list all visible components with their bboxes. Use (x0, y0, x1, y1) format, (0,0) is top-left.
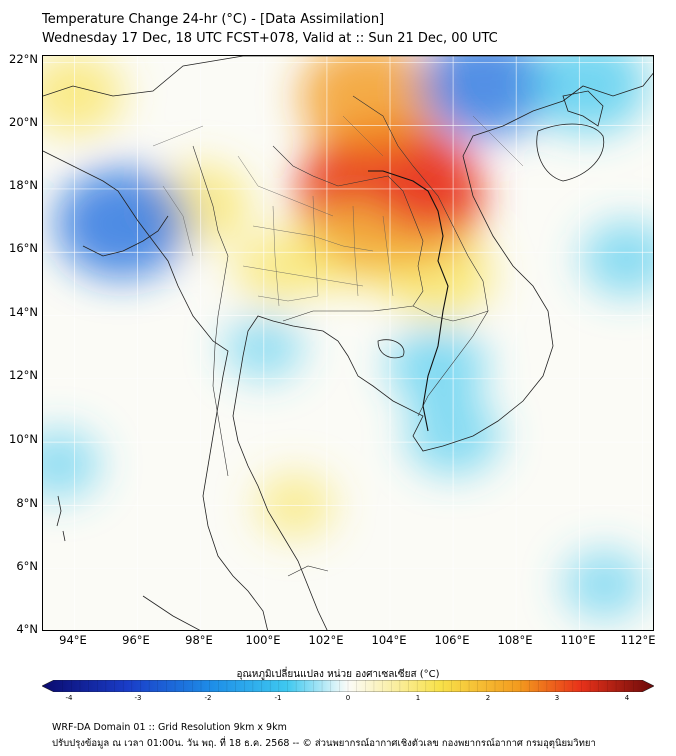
temperature-map (42, 55, 654, 631)
warm-anomaly (43, 56, 124, 135)
cold-anomaly (581, 220, 653, 297)
andaman-islands (56, 495, 66, 542)
lat-label-4n: 4°N (16, 622, 38, 636)
colorbar-tick: -1 (274, 694, 282, 702)
cold-anomaly (529, 56, 648, 134)
tonle-sap-lake (377, 339, 405, 359)
lon-label-110e: 110°E (560, 633, 596, 647)
lon-label-98e: 98°E (185, 633, 213, 647)
colorbar (42, 680, 654, 692)
lat-label-14n: 14°N (9, 305, 38, 319)
lat-label-8n: 8°N (16, 496, 38, 510)
delta-coastline (82, 215, 169, 257)
coastlines (43, 56, 653, 630)
lat-label-16n: 16°N (9, 241, 38, 255)
lat-label-22n: 22°N (9, 52, 38, 66)
lat-label-18n: 18°N (9, 178, 38, 192)
border-thailand-malaysia (287, 565, 329, 577)
footer-credit: ปรับปรุงข้อมูล ณ เวลา 01:00น. วัน พฤ. ที… (52, 738, 596, 749)
colorbar-tick: 3 (554, 694, 560, 702)
province-lines (152, 115, 524, 307)
border-myanmar-thailand (192, 145, 229, 477)
lat-label-20n: 20°N (9, 115, 38, 129)
temperature-field (43, 56, 653, 620)
lon-label-94e: 94°E (59, 633, 87, 647)
leizhou-coastline (562, 90, 604, 127)
warm-anomaly (299, 201, 406, 291)
map-canvas (43, 56, 653, 630)
country-borders (152, 95, 524, 577)
footer-model-info: WRF-DA Domain 01 :: Grid Resolution 9km … (52, 722, 287, 733)
lon-label-112e: 112°E (620, 633, 656, 647)
map-title: Temperature Change 24-hr (°C) - [Data As… (42, 12, 385, 27)
border-thailand-cambodia (282, 305, 414, 322)
lon-label-108e: 108°E (497, 633, 533, 647)
border-laos-vietnam (352, 95, 489, 312)
lon-label-106e: 106°E (434, 633, 470, 647)
colorbar-segments (62, 680, 634, 692)
colorbar-label: อุณหภูมิเปลี่ยนแปลง หน่วย องศาเซลเซียส (… (236, 669, 440, 680)
cold-anomaly (55, 168, 189, 280)
colorbar-tick: 1 (415, 694, 421, 702)
border-thailand-laos (272, 145, 424, 307)
lat-label-12n: 12°N (9, 368, 38, 382)
sumatra-coastline (142, 595, 201, 630)
colorbar-tick: -4 (65, 694, 73, 702)
border-cambodia-vietnam (412, 305, 489, 417)
lon-label-104e: 104°E (371, 633, 407, 647)
warm-anomaly (382, 228, 493, 321)
border-mekong (368, 170, 449, 432)
colorbar-gradient (42, 680, 654, 692)
colorbar-tick: -3 (134, 694, 142, 702)
lat-label-6n: 6°N (16, 559, 38, 573)
hainan-coastline (536, 123, 605, 182)
warm-anomaly (299, 56, 437, 155)
graticule (43, 56, 653, 630)
colorbar-tick: 2 (485, 694, 491, 702)
colorbar-tick: 4 (624, 694, 630, 702)
mainland-coastline (43, 56, 653, 630)
cold-anomaly (563, 549, 647, 620)
cold-anomaly (43, 429, 101, 499)
cold-anomaly (388, 325, 487, 408)
map-subtitle: Wednesday 17 Dec, 18 UTC FCST+078, Valid… (42, 31, 498, 46)
lon-label-96e: 96°E (122, 633, 150, 647)
lon-label-102e: 102°E (308, 633, 344, 647)
cold-anomaly (420, 56, 550, 139)
colorbar-tick: -2 (204, 694, 212, 702)
warm-anomaly (234, 230, 325, 306)
colorbar-tick: 0 (345, 694, 351, 702)
lat-label-10n: 10°N (9, 432, 38, 446)
lon-label-100e: 100°E (245, 633, 281, 647)
